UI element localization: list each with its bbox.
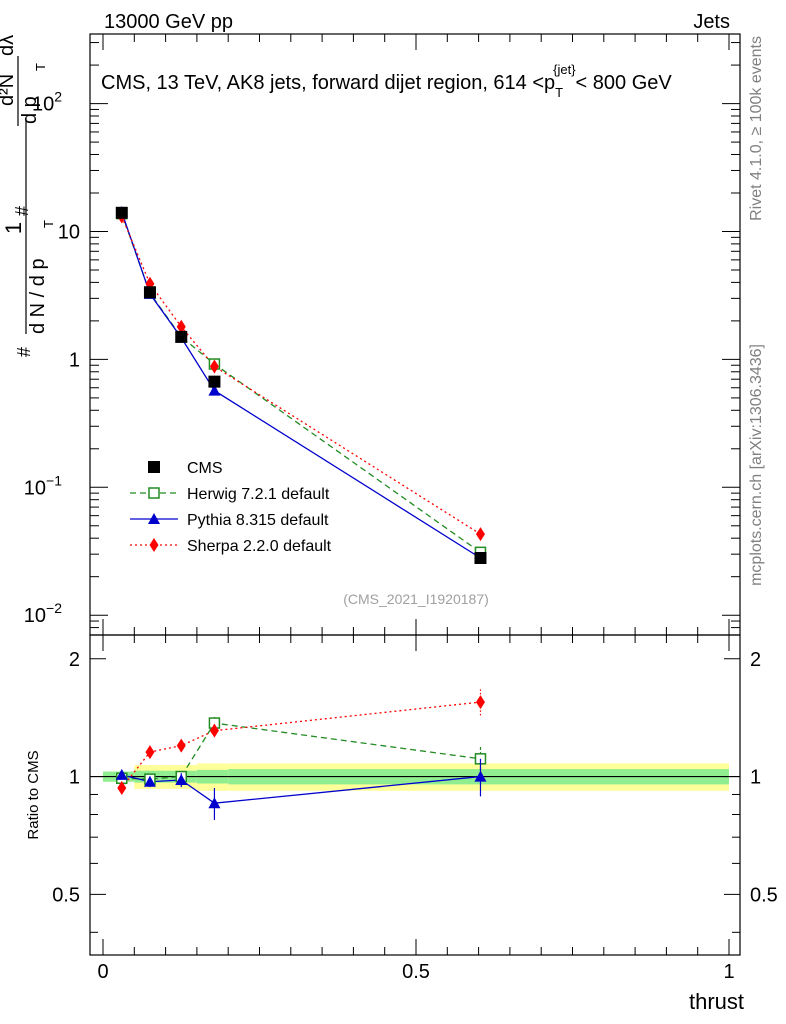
ratio-plot-frame — [89, 634, 741, 956]
x-tick-label: 0.5 — [402, 961, 430, 983]
y-tick-label-ratio-right: 2 — [750, 649, 761, 671]
legend-marker-pythia-8-315-default — [148, 513, 160, 524]
data-point-sherpa-2-2-0-default — [209, 359, 219, 374]
y-tick-label-base: 10 — [58, 221, 80, 243]
y-tick-label-exp: 2 — [54, 89, 62, 105]
data-point-cms — [208, 375, 221, 388]
legend-marker-sherpa-2-2-0-default — [149, 538, 159, 552]
ylabel-denominator-2-sub: T — [33, 63, 48, 71]
ylabel-hash-1: # — [14, 347, 34, 357]
y-tick-label-ratio-right: 1 — [750, 767, 761, 789]
x-axis-label: thrust — [689, 989, 744, 1014]
legend-marker-herwig-7-2-1-default — [148, 487, 160, 499]
ratio-point-pythia-8-315-default — [143, 775, 156, 787]
plot-title-sub: T — [555, 85, 563, 100]
analysis-watermark: (CMS_2021_I1920187) — [343, 591, 489, 607]
header-left: 13000 GeV pp — [104, 11, 233, 33]
y-tick-label-base: 1 — [69, 349, 80, 371]
y-tick-label-base: 10 — [32, 94, 54, 116]
legend-label-herwig-7-2-1-default: Herwig 7.2.1 default — [187, 486, 330, 503]
ratio-point-sherpa-2-2-0-default — [117, 780, 127, 795]
ylabel-denominator-1-sub: T — [41, 220, 56, 228]
x-tick-label: 0 — [97, 961, 108, 983]
ylabel-hash-2: # — [12, 206, 32, 216]
series-line-pythia-8-315-default — [121, 211, 481, 559]
y-tick-label-ratio-right: 0.5 — [750, 884, 778, 906]
data-point-sherpa-2-2-0-default — [475, 527, 485, 542]
plot-title-sup: {jet} — [553, 62, 576, 77]
ylabel-denominator-2: d p — [19, 96, 41, 124]
y-tick-label-top: 10−2 — [24, 600, 62, 627]
data-point-cms — [115, 206, 128, 219]
ratio-line-sherpa-2-2-0-default — [121, 701, 481, 789]
ylabel-tail: dλ — [0, 35, 18, 56]
y-tick-label-top: 102 — [32, 89, 62, 116]
ratio-point-pythia-8-315-default — [175, 773, 188, 785]
y-tick-label-ratio: 1 — [69, 767, 80, 789]
y-tick-label-ratio: 0.5 — [52, 884, 80, 906]
ratio-point-sherpa-2-2-0-default — [209, 723, 219, 738]
ratio-point-pythia-8-315-default — [115, 768, 128, 780]
data-point-pythia-8-315-default — [208, 384, 221, 396]
y-tick-label-top: 10−1 — [24, 472, 62, 499]
rivet-version-label: Rivet 4.1.0, ≥ 100k events — [748, 36, 765, 221]
legend: CMS Herwig 7.2.1 default Pythia 8.315 defa… — [130, 460, 332, 555]
y-tick-label-ratio: 2 — [69, 649, 80, 671]
data-point-cms — [175, 330, 188, 343]
legend-label-pythia-8-315-default: Pythia 8.315 default — [187, 512, 329, 529]
ratio-line-herwig-7-2-1-default — [121, 722, 481, 780]
legend-label-cms: CMS — [187, 460, 223, 477]
mcplots-label: mcplots.cern.ch [arXiv:1306.3436] — [748, 344, 765, 586]
data-point-cms — [474, 551, 487, 564]
x-tick-label: 1 — [723, 961, 734, 983]
ylabel-numerator-1: 1 — [1, 222, 26, 234]
ratio-point-sherpa-2-2-0-default — [145, 745, 155, 760]
y-tick-label-exp: −1 — [46, 472, 62, 488]
ratio-point-pythia-8-315-default — [474, 770, 487, 782]
legend-label-sherpa-2-2-0-default: Sherpa 2.2.0 default — [187, 538, 332, 555]
y-tick-label-base: 10 — [24, 605, 46, 627]
plot-title-tail: < 800 GeV — [576, 72, 673, 94]
plot-title: CMS, 13 TeV, AK8 jets, forward dijet reg… — [101, 62, 672, 100]
ratio-plot-panel: 0 0.5 1 0.5 0.5 1 1 2 2 — [52, 634, 778, 983]
y-axis-label-ratio: Ratio to CMS — [25, 750, 42, 839]
ratio-point-sherpa-2-2-0-default — [475, 695, 485, 710]
data-point-cms — [143, 286, 156, 299]
y-tick-label-top: 10 — [58, 221, 80, 243]
y-tick-label-base: 10 — [24, 477, 46, 499]
ratio-point-pythia-8-315-default — [208, 797, 221, 809]
y-tick-label-top: 1 — [69, 349, 80, 371]
legend-marker-cms — [148, 461, 160, 473]
y-tick-label-exp: −2 — [46, 600, 62, 616]
y-axis-label-top: # 1 d N / d p T # d²N d p T dλ — [0, 35, 56, 357]
header-right: Jets — [693, 11, 730, 33]
ylabel-numerator-2: d²N — [0, 74, 18, 106]
data-point-sherpa-2-2-0-default — [176, 319, 186, 334]
plot-title-main: CMS, 13 TeV, AK8 jets, forward dijet reg… — [101, 72, 555, 94]
ratio-point-sherpa-2-2-0-default — [176, 738, 186, 753]
ylabel-denominator-1: d N / d p — [27, 258, 49, 334]
